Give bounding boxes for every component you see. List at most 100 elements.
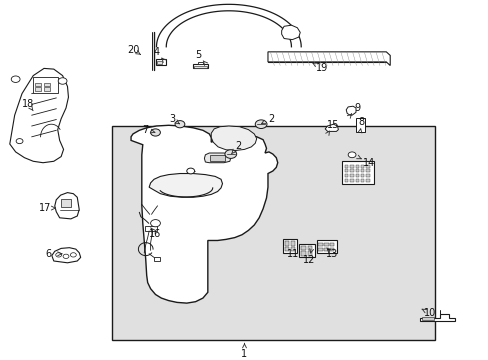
Text: 12: 12: [302, 255, 315, 265]
Bar: [355, 165, 358, 168]
Polygon shape: [211, 126, 256, 150]
Text: 18: 18: [22, 99, 35, 109]
Bar: [307, 251, 311, 256]
Circle shape: [347, 152, 355, 158]
Text: 3: 3: [169, 114, 175, 124]
Bar: [61, 199, 71, 207]
Bar: [318, 243, 322, 246]
Circle shape: [16, 139, 23, 144]
Polygon shape: [10, 68, 68, 163]
Circle shape: [56, 253, 61, 257]
Text: 9: 9: [353, 103, 359, 113]
Circle shape: [224, 150, 236, 158]
Text: 11: 11: [286, 249, 299, 259]
Circle shape: [175, 121, 184, 128]
Bar: [210, 155, 224, 161]
Bar: [154, 257, 160, 261]
Bar: [157, 61, 162, 64]
Bar: [198, 62, 203, 64]
Polygon shape: [346, 106, 355, 115]
Bar: [366, 174, 369, 177]
Bar: [366, 179, 369, 182]
Text: 19: 19: [315, 63, 327, 73]
Bar: [33, 77, 58, 93]
Bar: [349, 169, 353, 172]
Bar: [44, 87, 50, 91]
Text: 7: 7: [142, 125, 148, 135]
Text: 2: 2: [235, 141, 241, 151]
Bar: [193, 64, 207, 68]
Bar: [144, 226, 157, 231]
Polygon shape: [204, 153, 230, 163]
Circle shape: [63, 254, 69, 258]
Bar: [301, 251, 305, 256]
Bar: [284, 247, 288, 251]
Bar: [301, 246, 305, 250]
Text: 2: 2: [267, 114, 273, 124]
Bar: [344, 179, 347, 182]
Circle shape: [150, 220, 160, 227]
Bar: [284, 241, 288, 246]
Text: 1: 1: [241, 348, 247, 359]
Bar: [366, 165, 369, 168]
Polygon shape: [267, 52, 389, 66]
Bar: [324, 248, 328, 251]
Circle shape: [58, 78, 67, 84]
Bar: [329, 248, 334, 251]
Text: 16: 16: [149, 229, 162, 239]
Bar: [355, 179, 358, 182]
Bar: [318, 248, 322, 251]
Bar: [349, 165, 353, 168]
Bar: [324, 243, 328, 246]
Text: 15: 15: [326, 120, 339, 130]
Polygon shape: [55, 193, 79, 219]
Bar: [307, 246, 311, 250]
Polygon shape: [52, 248, 81, 263]
Polygon shape: [131, 125, 277, 303]
Bar: [355, 174, 358, 177]
Text: 20: 20: [126, 45, 139, 55]
Polygon shape: [281, 25, 300, 40]
Bar: [344, 174, 347, 177]
Circle shape: [255, 120, 266, 129]
Bar: [282, 239, 297, 253]
Bar: [349, 179, 353, 182]
Circle shape: [150, 129, 160, 136]
Text: 14: 14: [362, 158, 375, 168]
Bar: [35, 87, 41, 91]
Polygon shape: [325, 124, 338, 131]
Bar: [316, 240, 337, 253]
Text: 6: 6: [46, 249, 52, 259]
Bar: [290, 241, 295, 246]
Bar: [360, 174, 364, 177]
Bar: [355, 169, 358, 172]
Bar: [360, 165, 364, 168]
Bar: [112, 126, 434, 340]
Bar: [421, 317, 433, 320]
Polygon shape: [419, 314, 454, 321]
Bar: [290, 247, 295, 251]
Polygon shape: [149, 174, 222, 197]
Text: 5: 5: [195, 50, 201, 60]
Bar: [366, 169, 369, 172]
Bar: [35, 83, 41, 86]
Text: 10: 10: [423, 308, 436, 318]
Text: 4: 4: [153, 47, 159, 57]
Text: 8: 8: [358, 117, 364, 127]
Bar: [342, 161, 373, 184]
Bar: [194, 66, 206, 68]
Circle shape: [70, 253, 76, 257]
Bar: [299, 244, 314, 257]
Text: 13: 13: [325, 249, 338, 259]
Bar: [349, 174, 353, 177]
Bar: [344, 169, 347, 172]
Bar: [344, 165, 347, 168]
Circle shape: [186, 168, 194, 174]
Bar: [329, 243, 334, 246]
Bar: [355, 118, 364, 132]
Bar: [360, 169, 364, 172]
Circle shape: [11, 76, 20, 82]
Bar: [156, 59, 166, 65]
Text: 17: 17: [39, 203, 51, 213]
Bar: [360, 179, 364, 182]
